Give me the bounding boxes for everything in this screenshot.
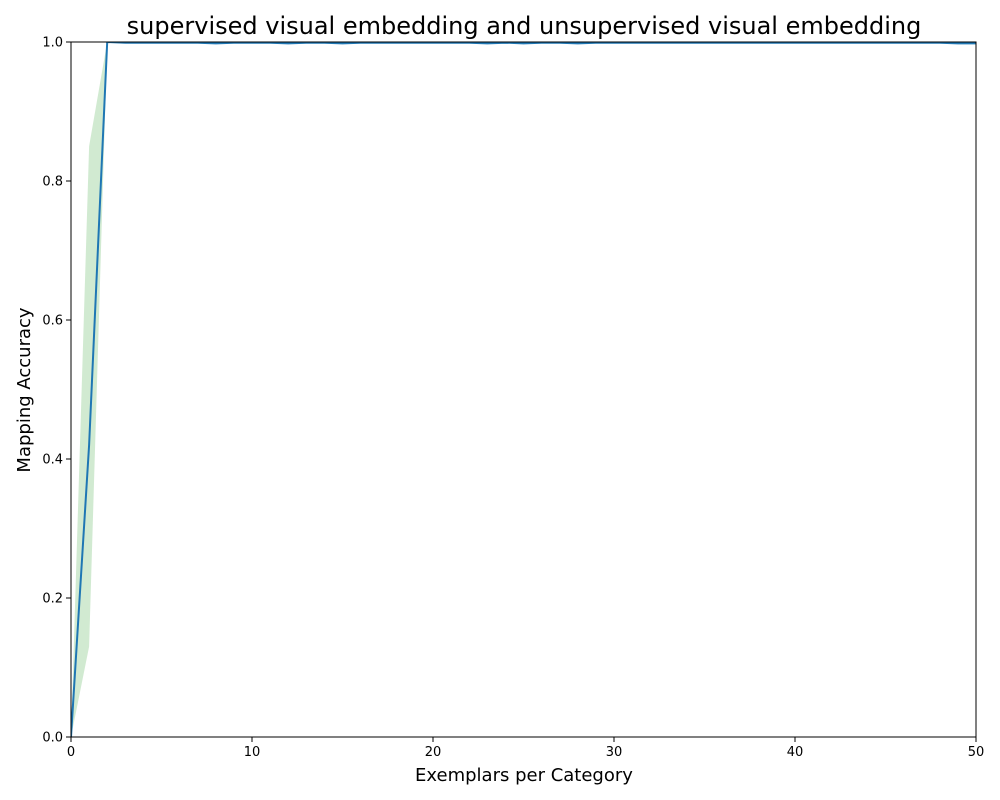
series-0-band (71, 42, 976, 737)
x-tick-label: 50 (968, 745, 985, 760)
y-tick-label: 0.2 (42, 592, 63, 607)
y-tick-label: 0.8 (42, 175, 63, 190)
series-0-line (71, 42, 976, 737)
x-tick-label: 40 (787, 745, 804, 760)
x-tick-label: 0 (67, 745, 75, 760)
plot-area: 0 10 20 30 40 50 0.0 0.2 0.4 0.6 0.8 1.0 (42, 36, 984, 761)
x-axis-label: Exemplars per Category (415, 765, 633, 786)
x-tick-label: 20 (425, 745, 442, 760)
x-tick-label: 10 (244, 745, 261, 760)
y-tick-label: 0.4 (42, 453, 63, 468)
plot-content (71, 42, 976, 737)
plot-frame (70, 41, 977, 738)
y-tick-label: 0.6 (42, 314, 63, 329)
chart-title: supervised visual embedding and unsuperv… (127, 12, 922, 40)
y-tick-label: 1.0 (42, 36, 63, 51)
y-axis-label: Mapping Accuracy (14, 307, 35, 472)
y-tick-label: 0.0 (42, 731, 63, 746)
x-tick-label: 30 (606, 745, 623, 760)
